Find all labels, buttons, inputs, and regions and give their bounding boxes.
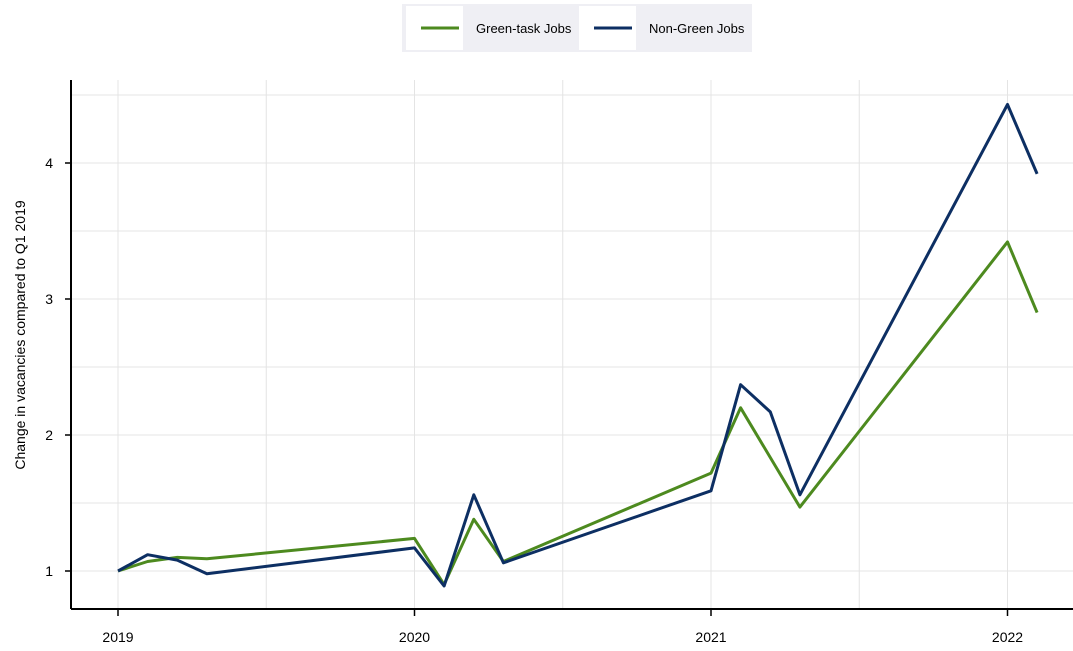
grid	[71, 80, 1073, 609]
y-axis-label: Change in vacancies compared to Q1 2019	[12, 200, 28, 469]
y-tick-label: 4	[45, 155, 53, 171]
x-tick-label: 2020	[399, 629, 430, 645]
series-line-non-green-jobs	[117, 103, 1039, 588]
legend-label: Non-Green Jobs	[649, 21, 745, 36]
x-tick-label: 2022	[992, 629, 1023, 645]
x-tick-label: 2019	[102, 629, 133, 645]
x-tick-label: 2021	[695, 629, 726, 645]
legend: Green-task Jobs Non-Green Jobs	[406, 6, 745, 50]
legend-label: Green-task Jobs	[476, 21, 572, 36]
tick-labels: 1 2 3 4 2019 2020 2021 2022	[45, 155, 1023, 645]
y-tick-label: 3	[45, 291, 53, 307]
series-group	[117, 103, 1039, 588]
series-line-green-task-jobs	[117, 240, 1039, 587]
y-tick-label: 2	[45, 427, 53, 443]
y-tick-label: 1	[45, 563, 53, 579]
axes	[65, 80, 1073, 616]
